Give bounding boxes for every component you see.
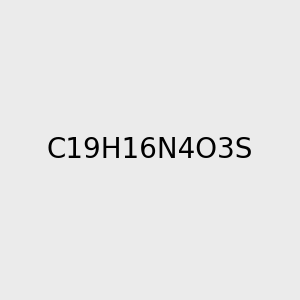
Text: C19H16N4O3S: C19H16N4O3S (47, 136, 253, 164)
